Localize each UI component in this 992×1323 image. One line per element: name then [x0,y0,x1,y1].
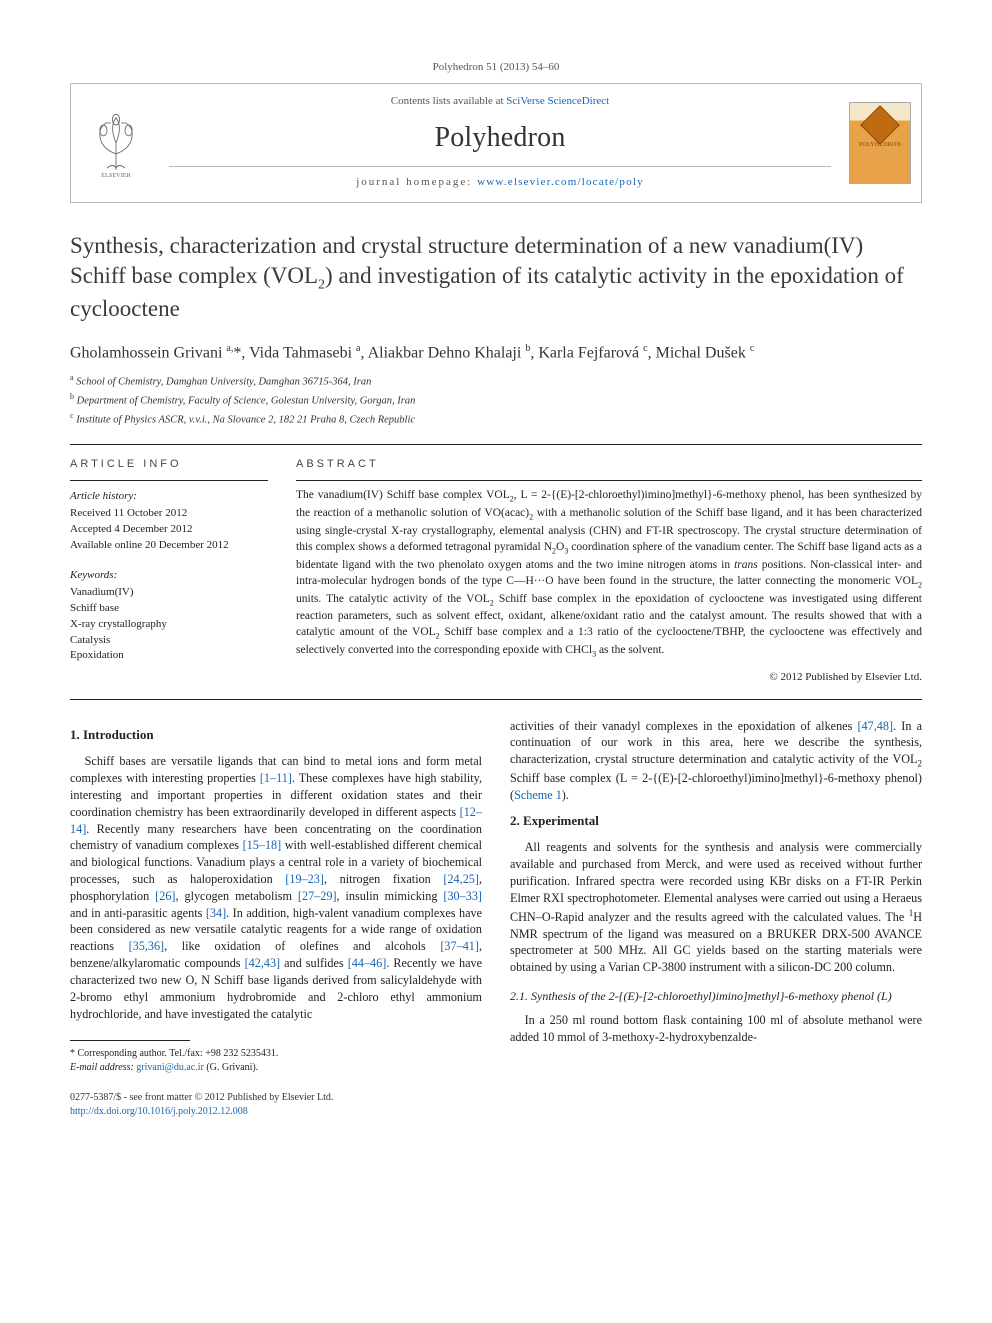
corresponding-footnote: * Corresponding author. Tel./fax: +98 23… [70,1047,482,1075]
homepage-url[interactable]: www.elsevier.com/locate/poly [477,176,644,188]
intro-paragraph-1: Schiff bases are versatile ligands that … [70,753,482,1022]
affiliation-c: c Institute of Physics ASCR, v.v.i., Na … [70,410,922,428]
abstract-text: The vanadium(IV) Schiff base complex VOL… [296,487,922,660]
bottom-matter: 0277-5387/$ - see front matter © 2012 Pu… [70,1091,922,1118]
info-rule-1 [70,480,268,481]
corr-email-link[interactable]: grivani@du.ac.ir [136,1062,204,1073]
homepage-line: journal homepage: www.elsevier.com/locat… [169,175,831,190]
corr-email-line: E-mail address: grivani@du.ac.ir (G. Gri… [70,1061,482,1075]
abstract-rule [296,480,922,481]
keyword-0: Vanadium(IV) [70,585,268,601]
affiliation-b-text: Department of Chemistry, Faculty of Scie… [77,395,416,406]
rule-top [70,444,922,445]
accepted-line: Accepted 4 December 2012 [70,522,268,538]
abstract-column: ABSTRACT The vanadium(IV) Schiff base co… [296,457,922,684]
article-title: Synthesis, characterization and crystal … [70,231,922,323]
header-row: ELSEVIER Contents lists available at Sci… [71,84,921,202]
citation-line: Polyhedron 51 (2013) 54–60 [70,60,922,75]
journal-name: Polyhedron [169,119,831,157]
section-1-head: 1. Introduction [70,726,482,744]
page-container: Polyhedron 51 (2013) 54–60 E [0,0,992,1158]
contents-available-line: Contents lists available at SciVerse Sci… [169,94,831,109]
homepage-label: journal homepage: [356,176,477,188]
doi-link[interactable]: http://dx.doi.org/10.1016/j.poly.2012.12… [70,1106,248,1117]
header-center: Contents lists available at SciVerse Sci… [161,84,839,202]
corr-email-name: (G. Grivani). [206,1062,258,1073]
received-line: Received 11 October 2012 [70,506,268,522]
synthesis-paragraph-1: In a 250 ml round bottom flask containin… [510,1012,922,1046]
elsevier-logo: ELSEVIER [71,84,161,202]
header-divider [169,166,831,167]
elsevier-tree-icon: ELSEVIER [84,107,148,179]
footnote-separator [70,1040,190,1041]
intro-paragraph-2: activities of their vanadyl complexes in… [510,718,922,804]
affiliation-b: b Department of Chemistry, Faculty of Sc… [70,391,922,409]
section-2-1-head: 2.1. Synthesis of the 2-{(E)-[2-chloroet… [510,988,922,1004]
history-head: Article history: [70,489,268,504]
corr-author-line: * Corresponding author. Tel./fax: +98 23… [70,1047,482,1061]
keyword-1: Schiff base [70,601,268,617]
article-info-head: ARTICLE INFO [70,457,268,472]
info-abstract-row: ARTICLE INFO Article history: Received 1… [70,457,922,684]
affiliation-a-text: School of Chemistry, Damghan University,… [76,376,371,387]
keyword-4: Epoxidation [70,648,268,664]
issn-line: 0277-5387/$ - see front matter © 2012 Pu… [70,1091,922,1105]
abstract-head: ABSTRACT [296,457,922,472]
svg-text:ELSEVIER: ELSEVIER [101,172,132,179]
section-2-head: 2. Experimental [510,812,922,830]
cover-thumbnail: POLYHEDRON [849,102,911,184]
body-two-columns: 1. Introduction Schiff bases are versati… [70,718,922,1076]
online-line: Available online 20 December 2012 [70,538,268,554]
affiliation-a: a School of Chemistry, Damghan Universit… [70,372,922,390]
abstract-copyright: © 2012 Published by Elsevier Ltd. [296,670,922,685]
cover-polyhedron-icon [860,105,900,145]
keywords-head: Keywords: [70,568,268,583]
keyword-2: X-ray crystallography [70,617,268,633]
affiliation-c-text: Institute of Physics ASCR, v.v.i., Na Sl… [76,415,415,426]
journal-header-box: ELSEVIER Contents lists available at Sci… [70,83,922,203]
rule-bottom [70,699,922,700]
keyword-3: Catalysis [70,633,268,649]
contents-prefix: Contents lists available at [391,95,506,107]
email-label: E-mail address: [70,1062,134,1073]
experimental-paragraph-1: All reagents and solvents for the synthe… [510,839,922,976]
article-info-column: ARTICLE INFO Article history: Received 1… [70,457,268,684]
affiliations: a School of Chemistry, Damghan Universit… [70,372,922,429]
journal-cover: POLYHEDRON [839,84,921,202]
authors-line: Gholamhossein Grivani a,*, Vida Tahmaseb… [70,342,922,364]
sciencedirect-link[interactable]: SciVerse ScienceDirect [506,95,609,107]
